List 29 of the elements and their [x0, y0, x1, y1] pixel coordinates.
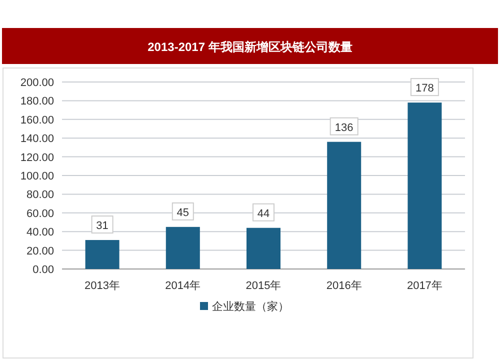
x-tick-label: 2014年 [165, 280, 201, 292]
y-tick-label: 160.00 [20, 114, 54, 126]
bar [166, 226, 200, 269]
data-label: 45 [176, 206, 190, 219]
data-label: 178 [416, 82, 434, 95]
y-tick-label: 100.00 [20, 170, 54, 182]
y-tick-label: 180.00 [20, 96, 54, 108]
y-tick-label: 140.00 [20, 133, 54, 146]
y-tick-label: 60.00 [26, 208, 54, 220]
y-tick-label: 120.00 [20, 152, 54, 164]
企业数量（家）: 31 45 44 136 178 [85, 78, 442, 269]
data-label: 31 [96, 220, 108, 232]
bar [408, 102, 442, 269]
legend-label: 企业数量（家） [212, 300, 289, 313]
data-label: 44 [257, 208, 270, 220]
title: 2013-2017 年我国新增区块链公司数量 [148, 40, 352, 54]
y-tick-label: 200.00 [20, 77, 54, 89]
y-tick-label: 80.00 [26, 189, 54, 202]
data-label: 136 [334, 122, 354, 134]
bar [327, 142, 362, 269]
y-tick-label: 20.00 [26, 245, 54, 258]
bar [85, 240, 120, 269]
bar [246, 228, 280, 269]
x-tick-label: 2015年 [246, 280, 282, 292]
y-tick-label: 40.00 [26, 226, 54, 239]
x-tick-label: 2013年 [84, 280, 120, 292]
x-tick-label: 2017年 [406, 280, 442, 292]
y-tick-label: 0.00 [32, 264, 54, 276]
x-tick-label: 2016年 [326, 280, 362, 292]
